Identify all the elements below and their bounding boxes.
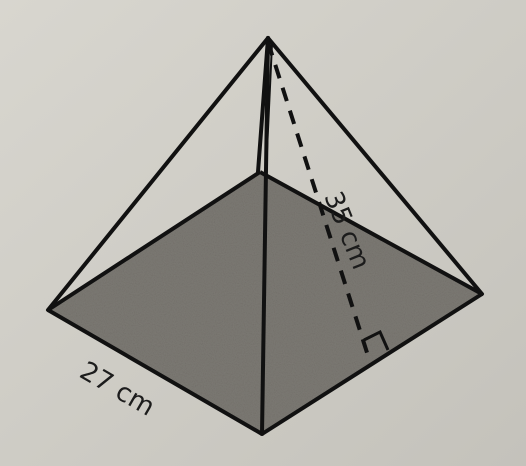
front-edge-shadow (265, 43, 273, 173)
base-edges (46, 170, 484, 436)
lateral-edges (46, 36, 484, 436)
slant-height-line (266, 41, 372, 363)
right-angle-marker (363, 329, 390, 351)
